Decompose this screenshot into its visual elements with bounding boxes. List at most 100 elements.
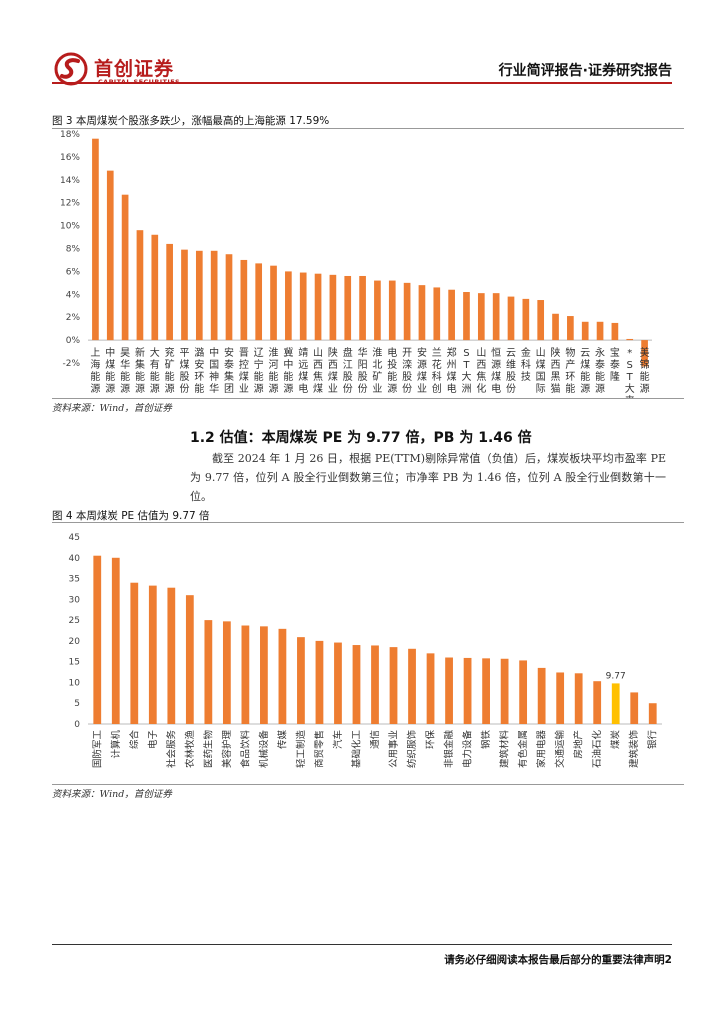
y-tick-label: 15 — [69, 658, 80, 668]
x-tick-label: 金科技 — [521, 346, 531, 383]
x-tick-label: 交通运输 — [554, 730, 566, 769]
bar-汽车 — [334, 642, 342, 724]
x-tick-label: 建筑材料 — [499, 730, 511, 769]
x-tick-label: 房地产 — [573, 730, 585, 759]
footer-divider — [52, 944, 672, 945]
x-tick-label: 电力设备 — [462, 730, 474, 769]
figure3-top-rule — [52, 128, 684, 129]
bar-建筑装饰 — [630, 692, 639, 724]
x-tick-label: 公用事业 — [388, 730, 400, 768]
y-tick-label: 5 — [74, 699, 80, 709]
bar-非银金融 — [445, 657, 453, 724]
bar-物产环能 — [567, 316, 574, 341]
section-paragraph: 截至 2024 年 1 月 26 日，根据 PE(TTM)剔除异常值（负值）后，… — [190, 452, 666, 503]
bar-计算机 — [111, 557, 120, 724]
x-tick-label: 兖矿能源 — [165, 346, 175, 395]
figure4-top-rule — [52, 522, 684, 523]
x-tick-label: 冀中能源 — [283, 346, 293, 395]
bar-金科技 — [522, 298, 530, 341]
x-tick-label: 潞安环能 — [194, 346, 204, 395]
bar-医药生物 — [204, 620, 213, 724]
x-tick-label: 华阳股份 — [358, 346, 368, 395]
y-tick-label: 16% — [60, 153, 80, 163]
y-tick-label: 0 — [74, 720, 80, 730]
x-tick-label: 社会服务 — [165, 730, 177, 769]
x-tick-label: 基础化工 — [350, 730, 362, 769]
bar-陕西黑猫 — [552, 313, 559, 341]
x-tick-label: 山煤国际 — [536, 347, 546, 395]
bar-平煤股份 — [181, 249, 188, 341]
bar-云维股份 — [507, 296, 515, 341]
bar-环保 — [426, 653, 435, 724]
bar-电投能源 — [388, 280, 396, 341]
bar-靖远煤电 — [299, 272, 307, 341]
x-tick-label: 综合 — [128, 730, 140, 750]
x-tick-label: 商贸零售 — [313, 730, 325, 768]
bar-大有能源 — [151, 234, 159, 341]
x-tick-label: 煤炭 — [610, 730, 622, 750]
x-tick-label: 机械设备 — [258, 730, 270, 769]
x-tick-label: 兰花科创 — [432, 346, 442, 395]
x-tick-label: S T 大洲 — [461, 348, 471, 395]
x-tick-label: 新集能源 — [135, 346, 145, 395]
y-tick-label: 10% — [60, 222, 80, 232]
bar-电力设备 — [463, 657, 472, 724]
y-tick-label: 40 — [69, 554, 81, 564]
bar-煤炭 — [611, 683, 620, 724]
x-tick-label: 昊华能源 — [120, 347, 130, 395]
bar-基础化工 — [352, 645, 361, 724]
bar-兰花科创 — [433, 287, 441, 341]
y-tick-label: 18% — [60, 130, 80, 140]
data-label: 9.77 — [606, 671, 626, 681]
y-tick-label: 14% — [60, 176, 80, 186]
report-header-title: 行业简评报告·证券研究报告 — [498, 63, 672, 79]
bar-淮河能源 — [270, 265, 277, 341]
y-tick-label: 6% — [66, 267, 81, 277]
x-tick-label: 有色金属 — [517, 730, 529, 768]
bar-云煤能源 — [581, 321, 589, 341]
x-tick-label: 安源煤业 — [417, 346, 427, 395]
bar-商贸零售 — [315, 640, 324, 724]
logo-chinese-name: 首创证券 — [94, 58, 175, 80]
bar-国防军工 — [93, 555, 102, 724]
bar-公用事业 — [389, 647, 398, 724]
x-tick-label: 宝泰隆 — [610, 346, 620, 383]
bar-山西焦煤 — [314, 273, 322, 341]
figure4-bottom-rule — [52, 784, 684, 785]
bar-房地产 — [574, 673, 583, 724]
bar-山煤国际 — [537, 300, 545, 341]
x-tick-label: 平煤股份 — [179, 348, 189, 395]
x-tick-label: 计算机 — [110, 730, 122, 759]
y-tick-label: 4% — [66, 290, 81, 300]
x-tick-label: 轻工制造 — [295, 730, 307, 769]
bar-陕西煤业 — [329, 274, 337, 341]
bar-新集能源 — [136, 230, 144, 341]
bar-通信 — [371, 645, 379, 724]
bar-安源煤业 — [418, 285, 426, 341]
bar-建筑材料 — [500, 658, 509, 724]
figure3-source: 资料来源：Wind，首创证券 — [52, 403, 172, 414]
bar-银行 — [648, 703, 657, 724]
y-tick-label: 20 — [69, 637, 81, 647]
company-logo: 首创证券 CAPITAL SECURITIES — [54, 52, 204, 92]
y-tick-label: 12% — [60, 199, 80, 209]
bar-安泰集团 — [225, 254, 233, 341]
x-tick-label: 辽宁能源 — [254, 347, 264, 395]
bar-中国神华 — [210, 250, 218, 341]
y-tick-label: 10 — [69, 678, 81, 688]
bar-食品饮料 — [241, 625, 250, 724]
section-heading: 1.2 估值：本周煤炭 PE 为 9.77 倍，PB 为 1.46 倍 — [190, 430, 532, 446]
x-tick-label: 山西焦煤 — [313, 347, 323, 395]
y-tick-label: 45 — [69, 533, 80, 543]
x-tick-label: 中煤能源 — [105, 346, 115, 395]
bar-永泰能源 — [596, 321, 604, 341]
x-tick-label: 传媒 — [276, 730, 288, 750]
x-tick-label: 农林牧渔 — [184, 730, 196, 769]
bar-钢铁 — [482, 658, 490, 724]
bar-兖矿能源 — [166, 243, 173, 341]
bar-冀中能源 — [285, 271, 292, 341]
x-tick-label: 纺织服饰 — [406, 730, 418, 768]
bar-昊华能源 — [121, 194, 129, 341]
bar-潞安环能 — [195, 250, 203, 341]
x-tick-label: 中国神华 — [209, 346, 219, 395]
